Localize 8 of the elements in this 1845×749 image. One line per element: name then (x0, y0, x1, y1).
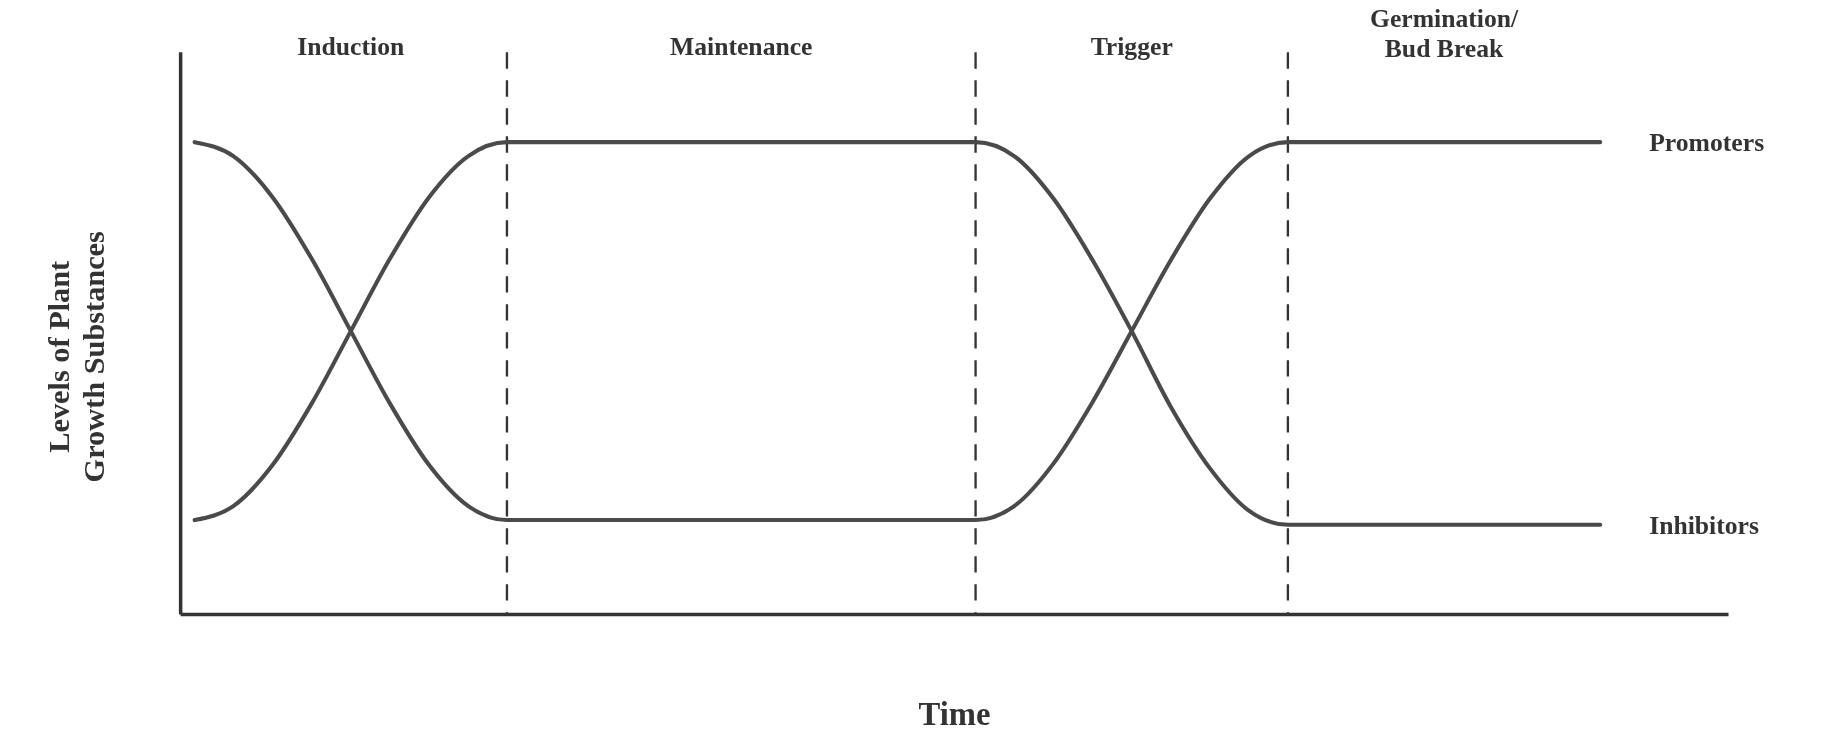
y-axis-title: Levels of Plant Growth Substances (41, 230, 111, 483)
series-label: Inhibitors (1649, 511, 1760, 541)
text: Maintenance (670, 31, 813, 61)
series-label: Promoters (1649, 128, 1765, 158)
text: Germination/Bud Break (1369, 3, 1520, 63)
text: Induction (297, 31, 405, 61)
x-axis-title: Time (918, 696, 991, 733)
text: Trigger (1090, 31, 1173, 61)
